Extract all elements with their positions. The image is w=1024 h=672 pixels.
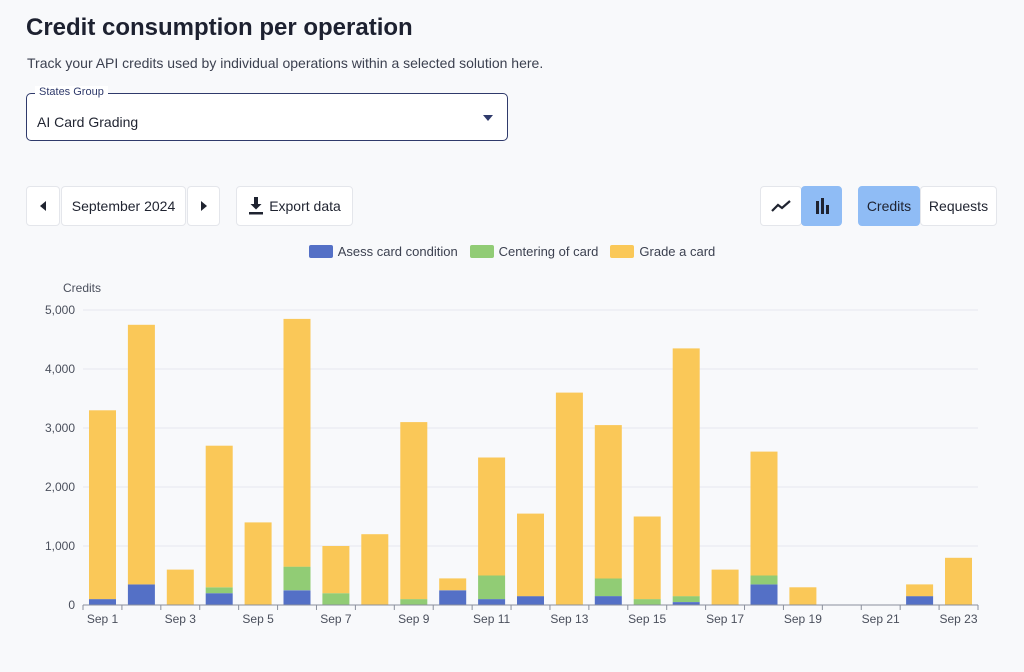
bar-segment[interactable] [322,593,350,605]
bar-segment[interactable] [127,324,155,585]
bar-segment[interactable] [517,596,544,605]
y-axis-label: Credits [63,281,101,295]
y-tick-label: 4,000 [45,362,75,376]
line-chart-icon [771,200,791,212]
bar-segment[interactable] [205,593,233,605]
x-tick-label: Sep 21 [862,612,900,626]
bar-segment[interactable] [439,578,467,591]
month-display[interactable]: September 2024 [61,186,186,226]
bar-segment[interactable] [672,596,700,602]
x-tick-label: Sep 5 [242,612,274,626]
bar-segment[interactable] [750,584,778,605]
bar-segment[interactable] [478,599,506,605]
legend-label-assess: Asess card condition [337,244,458,259]
y-tick-label: 1,000 [45,539,75,553]
bar-segment[interactable] [166,569,194,605]
chart-legend: Asess card condition Centering of card G… [0,244,1024,259]
bar-segment[interactable] [711,569,739,605]
bar-segment[interactable] [906,596,934,605]
bar-segment[interactable] [89,599,116,605]
x-tick-label: Sep 17 [706,612,744,626]
x-tick-label: Sep 9 [398,612,430,626]
next-month-button[interactable] [187,186,220,226]
y-tick-label: 3,000 [45,421,75,435]
bar-segment[interactable] [283,566,311,591]
legend-item-centering[interactable]: Centering of card [469,244,599,259]
bar-segment[interactable] [594,578,622,597]
x-tick-label: Sep 3 [165,612,197,626]
bar-segment[interactable] [283,318,311,567]
bar-segment[interactable] [439,590,467,606]
states-group-select[interactable]: States Group AI Card Grading [26,86,508,141]
bar-chart-toggle[interactable] [801,186,842,226]
bar-chart-icon [815,198,829,214]
bar-segment[interactable] [633,516,661,600]
bar-segment[interactable] [906,584,934,597]
bar-segment[interactable] [633,599,661,605]
bar-segment[interactable] [89,410,116,600]
bar-segment[interactable] [672,348,700,597]
bar-segment[interactable] [594,425,622,579]
bar-segment[interactable] [750,575,778,585]
requests-toggle[interactable]: Requests [920,186,997,226]
bar-segment[interactable] [244,522,272,605]
export-data-button[interactable]: Export data [236,186,353,226]
y-tick-label: 2,000 [45,480,75,494]
bar-segment[interactable] [400,422,428,600]
legend-swatch-centering [469,245,494,258]
chevron-right-icon [200,201,207,211]
bar-segment[interactable] [283,590,311,606]
x-tick-label: Sep 19 [784,612,822,626]
caret-down-icon[interactable] [483,115,493,121]
credits-bar-chart: Credits 0 1,000 2,000 3,000 4,000 5,000 Sep 1… [45,281,979,626]
x-tick-label: Sep 13 [550,612,588,626]
bar-segment[interactable] [555,392,583,605]
legend-label-centering: Centering of card [498,244,599,259]
page-title: Credit consumption per operation [26,14,413,41]
bar-segment[interactable] [322,546,350,594]
x-tick-label: Sep 23 [939,612,977,626]
legend-item-assess[interactable]: Asess card condition [308,244,458,259]
bar-segment[interactable] [205,587,233,594]
bar-segment[interactable] [789,587,817,605]
download-icon [249,197,264,215]
bar-segment[interactable] [672,602,700,605]
x-tick-label: Sep 7 [320,612,352,626]
x-tick-label: Sep 15 [628,612,666,626]
chevron-left-icon [40,201,46,211]
x-tick-label: Sep 11 [473,612,510,626]
bar-segment[interactable] [205,445,233,588]
legend-swatch-grade [610,245,635,258]
legend-label-grade: Grade a card [639,244,716,259]
prev-month-button[interactable] [26,186,60,226]
states-group-value: AI Card Grading [37,114,139,130]
bar-segment[interactable] [127,584,155,605]
bar-segment[interactable] [517,513,544,597]
export-data-label: Export data [269,198,341,214]
line-chart-toggle[interactable] [760,186,802,226]
y-tick-label: 5,000 [45,303,75,317]
bar-segment[interactable] [594,596,622,605]
legend-item-grade[interactable]: Grade a card [610,244,715,259]
bar-segment[interactable] [750,451,778,576]
credits-toggle[interactable]: Credits [858,186,920,226]
bar-segment[interactable] [945,557,972,605]
bar-segment[interactable] [478,457,506,576]
y-tick-label: 0 [68,598,75,612]
bar-segment[interactable] [400,599,428,605]
legend-swatch-assess [308,245,333,258]
bar-segment[interactable] [361,534,389,605]
x-tick-label: Sep 1 [87,612,119,626]
page-subtitle: Track your API credits used by individua… [27,55,544,71]
states-group-label: States Group [35,86,108,98]
bar-segment[interactable] [478,575,506,600]
